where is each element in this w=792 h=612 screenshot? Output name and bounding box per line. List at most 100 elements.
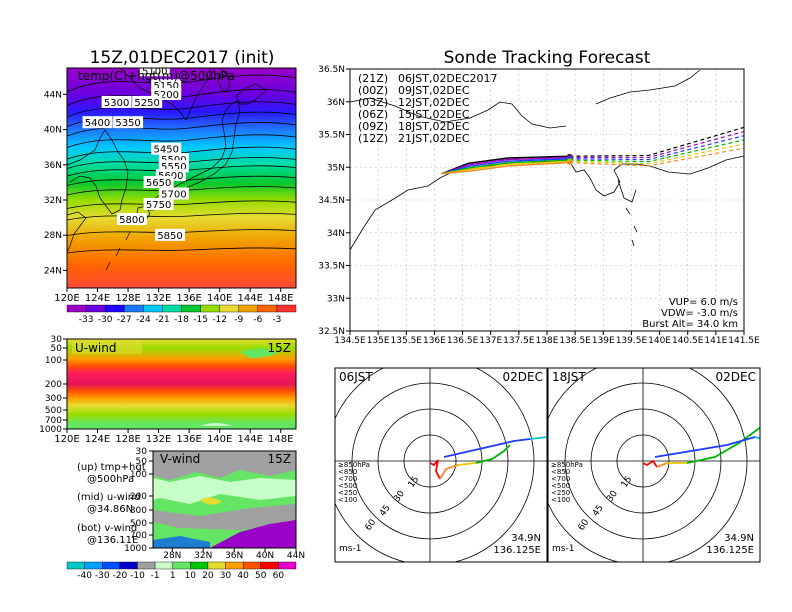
contour-label: 5350 xyxy=(115,118,140,129)
contour-label: 5100 xyxy=(142,66,167,77)
polar-area xyxy=(548,368,760,562)
map-x-tick-label: 136E xyxy=(176,293,201,304)
colorbar-swatch xyxy=(190,561,209,570)
vwind-blue-area xyxy=(153,536,210,548)
colorbar-tick-label: -9 xyxy=(234,315,243,325)
trajectory-solid xyxy=(441,160,570,175)
tracking-x-tick-label: 141.5E xyxy=(728,336,760,346)
tracking-x-tick-label: 139E xyxy=(592,336,615,346)
uwind-x-tick-label: 128E xyxy=(115,434,140,445)
trajectory-lines xyxy=(441,126,744,175)
tracking-x-tick-label: 135.5E xyxy=(391,336,423,346)
param-burst: Burst Alt= 34.0 km xyxy=(642,319,738,330)
coastline-honshu-west xyxy=(350,97,489,123)
height-contour-line xyxy=(67,157,296,169)
uwind-x-tick-label: 136E xyxy=(176,434,201,445)
tracking-y-tick-label: 36.5N xyxy=(318,65,345,75)
uwind-y-tick-label: 30 xyxy=(51,335,63,345)
map-y-tick-label: 40N xyxy=(44,126,62,136)
colorbar-swatch xyxy=(257,304,278,313)
vwind-x-ticks: 28N 32N 36N 40N 44N xyxy=(163,548,305,561)
uwind-y-tick-label: 700 xyxy=(45,416,62,426)
coastline-korea xyxy=(67,129,129,215)
colorbar-swatch xyxy=(154,561,173,570)
pressure-legend-item: <100 xyxy=(338,496,357,504)
trajectory-solid xyxy=(441,159,570,175)
hodograph-low xyxy=(642,459,658,468)
height-contour-line xyxy=(67,74,296,93)
trajectory-dashed xyxy=(569,143,744,165)
contour-label-bg xyxy=(151,142,182,155)
colorbar-tick-label: -10 xyxy=(130,571,145,581)
legend-launch: (06Z) xyxy=(358,108,388,121)
polar-date: 02DEC xyxy=(503,370,543,384)
map-y-tick-label: 28N xyxy=(44,231,62,241)
note-line: @500hPa xyxy=(87,474,134,485)
note-line: (mid) u-wind xyxy=(77,492,140,503)
height-contour-line xyxy=(67,122,296,137)
colorbar-tick-label: -27 xyxy=(117,315,132,325)
tracking-y-tick-label: 35.5N xyxy=(318,131,345,141)
legend-launch: (09Z) xyxy=(358,120,388,133)
polar-title: 06JST xyxy=(339,370,373,384)
pressure-legend-item: <500 xyxy=(338,482,357,490)
ring-label: 45 xyxy=(591,503,606,518)
legend-label: 18JST,02DEC xyxy=(398,120,470,133)
colorbar-tick-label: -30 xyxy=(95,571,110,581)
tracking-y-tick-label: 33.5N xyxy=(318,262,345,272)
colorbar-tick-label: 10 xyxy=(185,571,197,581)
contour-label-bg xyxy=(158,187,189,200)
polar-lat: 34.9N xyxy=(511,533,541,544)
pressure-legend-item: <850 xyxy=(551,468,570,476)
contour-label: 5750 xyxy=(146,200,171,211)
colorbar-swatch xyxy=(143,304,163,313)
height-contour-line xyxy=(67,101,296,118)
vwind-title: V-wind xyxy=(160,452,200,466)
ring-label: 60 xyxy=(364,517,379,532)
legend-launch: (12Z) xyxy=(358,132,388,145)
ring-label: 30 xyxy=(605,489,620,504)
trajectory-dashed xyxy=(569,130,744,159)
tracking-x-tick-label: 137E xyxy=(479,336,502,346)
polar-lon: 136.125E xyxy=(706,545,754,556)
trajectory-dashed xyxy=(569,126,744,157)
pressure-legend-item: <500 xyxy=(551,482,570,490)
colorbar-tick-label: 60 xyxy=(273,571,285,581)
tracking-y-tick-label: 32.5N xyxy=(318,327,345,337)
coastline-islet xyxy=(625,207,638,247)
polar-title: 18JST xyxy=(552,370,586,384)
pressure-legend-item: <700 xyxy=(551,475,570,483)
legend-label: 12JST,02DEC xyxy=(398,96,470,109)
colorbar-swatch xyxy=(137,561,156,570)
colorbar-tick-label: 20 xyxy=(202,571,214,581)
tracking-x-tick-label: 136E xyxy=(423,336,446,346)
height-contour-line xyxy=(67,186,296,196)
uwind-y-tick-label: 50 xyxy=(51,344,63,354)
vwind-y-tick-label: 300 xyxy=(130,506,147,516)
tracking-x-tick-label: 140E xyxy=(648,336,671,346)
colorbar-tick-label: -33 xyxy=(79,315,94,325)
uwind-title: U-wind xyxy=(75,341,116,355)
contour-label: 5550 xyxy=(161,162,186,173)
vwind-grey-area xyxy=(153,451,296,480)
tracking-x-tick-label: 135E xyxy=(367,336,390,346)
notes: (up) tmp+hgt @500hPa (mid) u-wind @34.86… xyxy=(77,462,146,546)
contour-label-bg xyxy=(143,198,174,211)
coastline-izu xyxy=(617,179,637,203)
colorbar-tick-label: -40 xyxy=(77,571,92,581)
colorbar-tick-label: -20 xyxy=(112,571,127,581)
colorbar-swatch xyxy=(276,304,297,313)
vwind-x-tick-label: 32N xyxy=(194,551,212,561)
vwind-x-tick-label: 44N xyxy=(287,551,305,561)
height-contour-line xyxy=(67,175,296,186)
uwind-y-tick-label: 300 xyxy=(45,394,62,404)
map-title: 15Z,01DEC2017 (init) xyxy=(90,48,275,68)
contour-label: 5150 xyxy=(154,81,179,92)
contour-label: 5250 xyxy=(134,98,159,109)
ring-label: 15 xyxy=(620,475,635,490)
coastline-ryukyu xyxy=(105,231,131,271)
trajectory-dashed xyxy=(569,139,744,163)
colorbar-tick-label: 40 xyxy=(237,571,249,581)
